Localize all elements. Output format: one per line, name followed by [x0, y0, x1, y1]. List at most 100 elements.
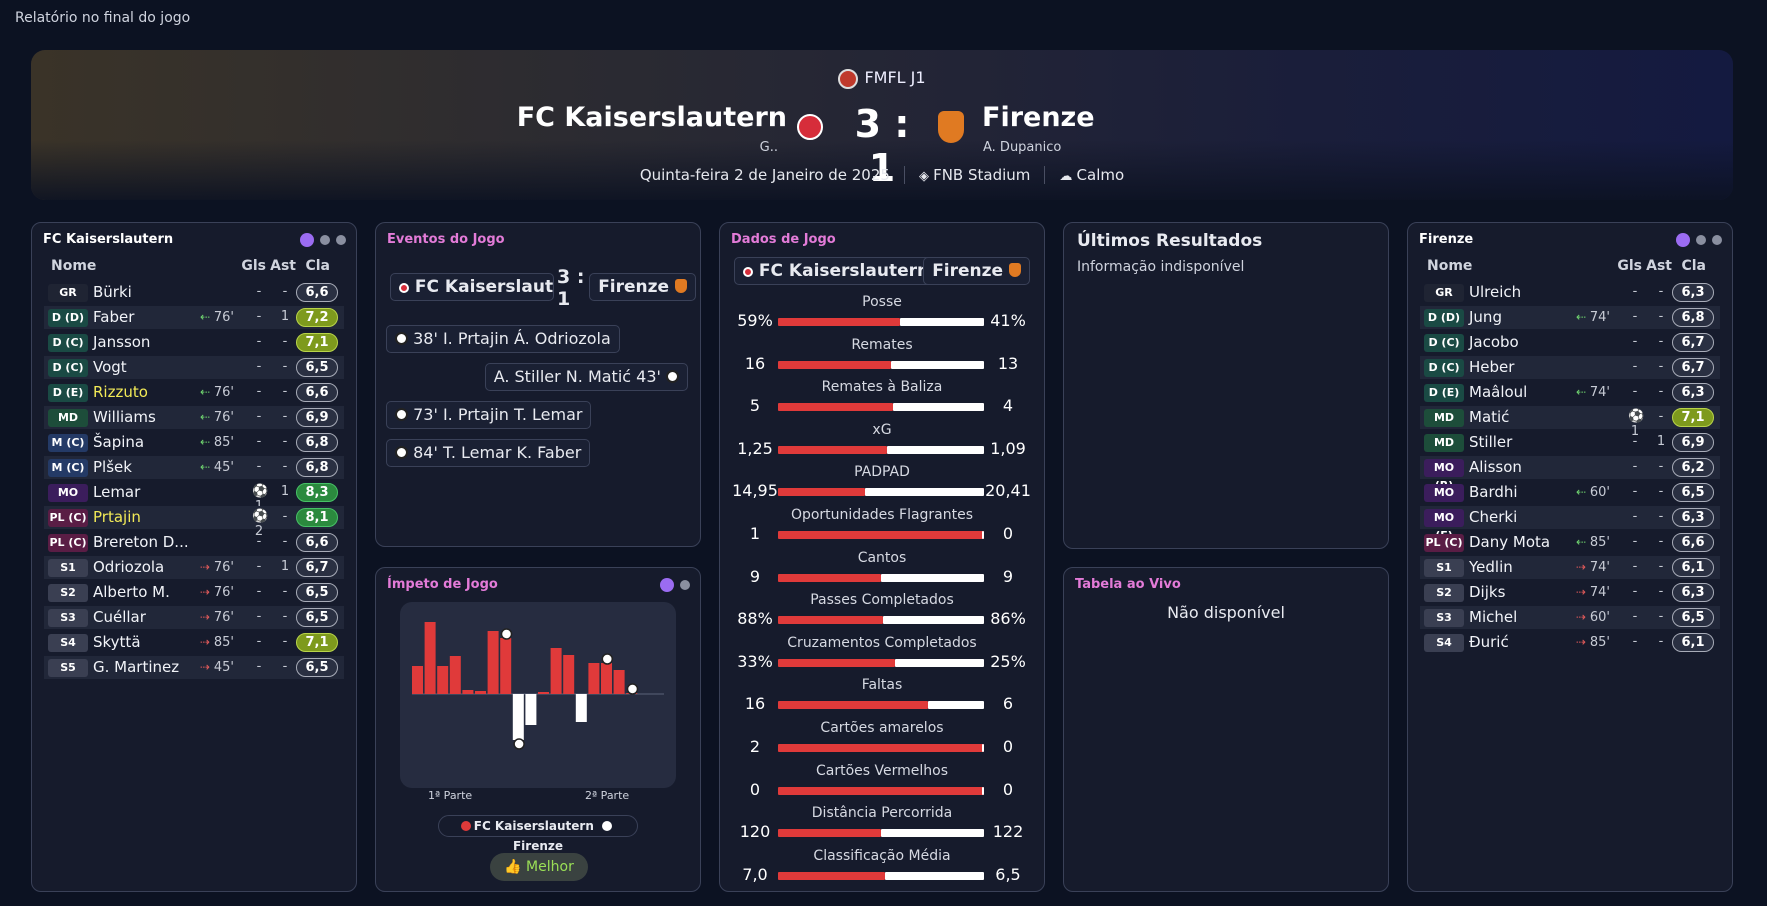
player-name[interactable]: Cuéllar: [93, 608, 146, 626]
away-team-name[interactable]: Firenze: [982, 102, 1095, 133]
player-name[interactable]: Stiller: [1469, 433, 1513, 451]
competition[interactable]: FMFL J1: [31, 68, 1733, 89]
player-name[interactable]: Cherki: [1469, 508, 1518, 526]
dot-icon[interactable]: [660, 578, 674, 592]
player-name[interactable]: Plšek: [93, 458, 132, 476]
stat-row: Cartões Vermelhos 0 0: [732, 763, 1032, 805]
player-row[interactable]: GR Bürki - -6,6: [44, 281, 344, 304]
player-name[interactable]: Jung: [1469, 308, 1502, 326]
player-name[interactable]: Brereton D...: [93, 533, 189, 551]
player-row[interactable]: S3 Michel ⇢ 60' - -6,5: [1420, 606, 1720, 629]
player-row[interactable]: S5 G. Martinez ⇢ 45' - -6,5: [44, 656, 344, 679]
dot-icon[interactable]: [680, 580, 690, 590]
player-name[interactable]: Đurić: [1469, 633, 1509, 651]
player-name[interactable]: Maâloul: [1469, 383, 1528, 401]
player-name[interactable]: Alberto M.: [93, 583, 170, 601]
player-row[interactable]: S2 Dijks ⇢ 74' - -6,3: [1420, 581, 1720, 604]
col-goals[interactable]: Gls: [241, 258, 266, 274]
player-name[interactable]: Bürki: [93, 283, 132, 301]
events-away-team[interactable]: Firenze: [589, 273, 696, 301]
player-name[interactable]: Dany Mota: [1469, 533, 1551, 551]
col-assists[interactable]: Ast: [1646, 258, 1672, 274]
player-row[interactable]: D (C) Jacobo - -6,7: [1420, 331, 1720, 354]
player-row[interactable]: MD Stiller - 1 6,9: [1420, 431, 1720, 454]
player-name[interactable]: Prtajin: [93, 508, 141, 526]
player-row[interactable]: M (C) Šapina ⇠ 85' - -6,8: [44, 431, 344, 454]
player-row[interactable]: D (D) Jung ⇠ 74' - -6,8: [1420, 306, 1720, 329]
player-name[interactable]: Bardhi: [1469, 483, 1518, 501]
player-name[interactable]: Šapina: [93, 433, 145, 451]
player-row[interactable]: S1 Odriozola ⇢ 76' - 1 6,7: [44, 556, 344, 579]
player-row[interactable]: S1 Yedlin ⇢ 74' - -6,1: [1420, 556, 1720, 579]
player-row[interactable]: PL (C) Dany Mota ⇠ 85' - -6,6: [1420, 531, 1720, 554]
player-row[interactable]: D (C) Vogt - -6,5: [44, 356, 344, 379]
stats-home-team[interactable]: FC Kaiserslautern: [734, 257, 939, 285]
player-name[interactable]: Lemar: [93, 483, 141, 501]
player-row[interactable]: MD Williams ⇠ 76' - -6,9: [44, 406, 344, 429]
dot-icon[interactable]: [320, 235, 330, 245]
player-row[interactable]: MO (E)Cherki--6,3: [1420, 506, 1720, 542]
player-name[interactable]: Rizzuto: [93, 383, 148, 401]
player-row[interactable]: D (C) Jansson - -7,1: [44, 331, 344, 354]
player-name[interactable]: Heber: [1469, 358, 1515, 376]
player-row[interactable]: MO (C)Lemar⚽118,3: [44, 481, 344, 517]
player-name[interactable]: Williams: [93, 408, 156, 426]
dot-icon[interactable]: [1712, 235, 1722, 245]
player-row[interactable]: PL (C) Prtajin ⚽2-8,1: [44, 506, 344, 539]
dot-icon[interactable]: [336, 235, 346, 245]
player-row[interactable]: M (C) Plšek ⇠ 45' - -6,8: [44, 456, 344, 479]
col-rating[interactable]: Cla: [305, 258, 330, 274]
goal-event[interactable]: 73' I. Prtajin T. Lemar: [386, 401, 592, 429]
player-name[interactable]: Skyttä: [93, 633, 141, 651]
home-manager[interactable]: G..: [759, 140, 778, 155]
page-dots[interactable]: [300, 233, 346, 247]
player-row[interactable]: S4 Đurić ⇢ 85' - -6,1: [1420, 631, 1720, 654]
player-name[interactable]: Jacobo: [1469, 333, 1519, 351]
col-rating[interactable]: Cla: [1681, 258, 1706, 274]
player-name[interactable]: Yedlin: [1469, 558, 1513, 576]
player-row[interactable]: D (E) Maâloul ⇠ 74' - -6,3: [1420, 381, 1720, 404]
stats-away-team[interactable]: Firenze: [923, 257, 1030, 285]
col-goals[interactable]: Gls: [1617, 258, 1642, 274]
dot-icon[interactable]: [1676, 233, 1690, 247]
player-row[interactable]: S3 Cuéllar ⇢ 76' - -6,5: [44, 606, 344, 629]
position-badge: GR: [1424, 284, 1464, 302]
dot-icon[interactable]: [300, 233, 314, 247]
player-name[interactable]: Alisson: [1469, 458, 1522, 476]
player-row[interactable]: PL (C) Brereton D... - -6,6: [44, 531, 344, 554]
player-row[interactable]: GR Ulreich - -6,3: [1420, 281, 1720, 304]
player-assists: -: [282, 334, 288, 349]
goal-event[interactable]: 84' T. Lemar K. Faber: [386, 439, 591, 467]
player-row[interactable]: D (C) Heber - -6,7: [1420, 356, 1720, 379]
player-name[interactable]: G. Martinez: [93, 658, 180, 676]
home-team-name[interactable]: FC Kaiserslautern: [516, 102, 787, 133]
player-name[interactable]: Michel: [1469, 608, 1518, 626]
events-home-team[interactable]: FC Kaiserslaut...: [390, 273, 554, 301]
away-manager[interactable]: A. Dupanico: [983, 140, 1062, 155]
page-dots[interactable]: [1676, 233, 1722, 247]
player-row[interactable]: D (D) Faber ⇠ 76' - 1 7,2: [44, 306, 344, 329]
player-name[interactable]: Dijks: [1469, 583, 1506, 601]
goal-event[interactable]: A. Stiller N. Matić 43': [484, 363, 688, 391]
player-name[interactable]: Vogt: [93, 358, 127, 376]
player-row[interactable]: S2 Alberto M. ⇢ 76' - -6,5: [44, 581, 344, 604]
player-goals: -: [256, 609, 262, 624]
player-row[interactable]: D (E) Rizzuto ⇠ 76' - -6,6: [44, 381, 344, 404]
player-name[interactable]: Ulreich: [1469, 283, 1522, 301]
col-name[interactable]: Nome: [51, 258, 97, 274]
stadium[interactable]: ◈ FNB Stadium: [903, 166, 1044, 184]
player-row[interactable]: MO (R)Alisson--6,2: [1420, 456, 1720, 492]
player-row[interactable]: MD Matić ⚽1-7,1: [1420, 406, 1720, 439]
col-name[interactable]: Nome: [1427, 258, 1473, 274]
player-row[interactable]: S4 Skyttä ⇢ 85' - -7,1: [44, 631, 344, 654]
dot-icon[interactable]: [1696, 235, 1706, 245]
player-name[interactable]: Matić: [1469, 408, 1510, 426]
player-name[interactable]: Jansson: [93, 333, 151, 351]
player-name[interactable]: Faber: [93, 308, 135, 326]
col-assists[interactable]: Ast: [270, 258, 296, 274]
player-row[interactable]: MO (C)Bardhi⇠ 60'--6,5: [1420, 481, 1720, 517]
momentum-dots[interactable]: [660, 578, 690, 592]
goal-event[interactable]: 38' I. Prtajin Á. Odriozola: [386, 325, 620, 353]
player-name[interactable]: Odriozola: [93, 558, 165, 576]
better-button[interactable]: 👍 Melhor: [490, 853, 588, 881]
